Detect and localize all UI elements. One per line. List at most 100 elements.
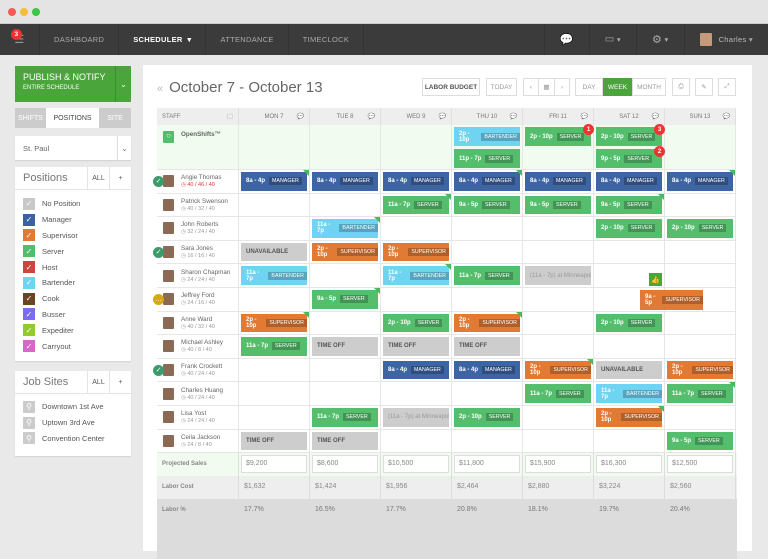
checkbox-checked-icon[interactable]: ✓: [23, 324, 35, 337]
schedule-cell[interactable]: (11a - 7p) at Minneapol: [523, 264, 594, 288]
schedule-cell[interactable]: 8a - 4p MANAGER: [452, 358, 523, 383]
external-shift[interactable]: (11a - 7p) at Minneapol: [525, 266, 591, 285]
settings-button[interactable]: ⚙ ▾: [635, 24, 684, 55]
open-shift-cell[interactable]: 2p - 10p SERVER 3 9p - 5p SERVER 2: [594, 124, 665, 170]
schedule-cell[interactable]: 11a - 7p BARTENDER: [310, 217, 381, 241]
schedule-cell[interactable]: [239, 406, 310, 430]
schedule-cell[interactable]: [452, 288, 523, 312]
messages-button[interactable]: 💬: [543, 24, 589, 55]
shift-block[interactable]: 2p - 10p SUPERVISOR: [383, 242, 449, 262]
shift-block[interactable]: 2p - 10p SERVER: [596, 313, 662, 333]
projected-sales-input[interactable]: $9,200: [239, 453, 310, 477]
schedule-cell[interactable]: [239, 288, 310, 312]
shift-block[interactable]: 2p - 10p SERVER: [454, 408, 520, 427]
unavailable-block[interactable]: TIME OFF: [454, 337, 520, 356]
location-select[interactable]: St. Paul ⌄: [15, 136, 131, 160]
view-week-button[interactable]: WEEK: [603, 78, 632, 96]
staff-row[interactable]: Sharon Chapman ◷ 24 / 24 / 40: [157, 264, 239, 288]
shift-block[interactable]: 9a - 5p SUPERVISOR: [640, 290, 703, 310]
shift-block[interactable]: 8a - 4p MANAGER: [312, 172, 378, 191]
schedule-cell[interactable]: 9a - 5p SERVER: [310, 288, 381, 312]
schedule-cell[interactable]: [523, 288, 594, 312]
minimize-window-button[interactable]: [20, 8, 28, 16]
schedule-cell[interactable]: 11a - 7p SERVER: [452, 264, 523, 288]
position-filter-item[interactable]: ✓ Bartender: [15, 275, 131, 291]
schedule-cell[interactable]: 8a - 4p MANAGER: [239, 170, 310, 194]
tab-shifts[interactable]: SHIFTS: [18, 114, 43, 122]
shift-block[interactable]: 8a - 4p MANAGER: [383, 360, 449, 380]
schedule-cell[interactable]: [594, 240, 665, 265]
schedule-cell[interactable]: [381, 429, 452, 454]
comment-icon[interactable]: 💬: [367, 114, 375, 120]
schedule-cell[interactable]: [310, 193, 381, 218]
projected-sales-input[interactable]: $11,800: [452, 453, 523, 477]
schedule-cell[interactable]: 8a - 4p MANAGER: [310, 170, 381, 194]
positions-all-button[interactable]: ALL: [87, 166, 109, 190]
projected-sales-field[interactable]: $10,500: [383, 455, 449, 474]
unavailable-block[interactable]: TIME OFF: [312, 431, 378, 451]
menu-button[interactable]: ☰ 3: [0, 24, 40, 55]
schedule-cell[interactable]: [594, 335, 665, 359]
staff-row[interactable]: ✓ Sara Jones ◷ 16 / 16 / 40: [153, 240, 239, 265]
schedule-cell[interactable]: [594, 429, 665, 454]
schedule-cell[interactable]: 11a - 7p SERVER: [523, 382, 594, 406]
staff-row[interactable]: Lisa Yost ◷ 24 / 24 / 40: [157, 406, 239, 430]
schedule-cell[interactable]: 2p - 10p SUPERVISOR: [381, 240, 452, 265]
position-filter-item[interactable]: ✓ Host: [15, 259, 131, 275]
open-shift-cell[interactable]: [310, 125, 381, 170]
schedule-cell[interactable]: [381, 217, 452, 241]
projected-sales-input[interactable]: $15,900: [523, 453, 594, 477]
checkbox-checked-icon[interactable]: ✓: [23, 292, 35, 305]
schedule-cell[interactable]: [239, 358, 310, 383]
nav-scheduler[interactable]: SCHEDULER ▾: [119, 24, 207, 55]
checkbox-checked-icon[interactable]: ✓: [23, 308, 35, 321]
shift-block[interactable]: 8a - 4p MANAGER: [454, 172, 520, 191]
maximize-window-button[interactable]: [32, 8, 40, 16]
add-jobsite-button[interactable]: +: [109, 370, 131, 394]
schedule-cell[interactable]: 11a - 7p BARTENDER: [381, 264, 452, 288]
shift-block[interactable]: 2p - 10p BARTENDER: [454, 127, 520, 146]
position-filter-item[interactable]: ✓ Manager: [15, 212, 131, 228]
shift-block[interactable]: 2p - 10p SERVER 1: [525, 124, 594, 146]
schedule-cell[interactable]: 2p - 10p SUPERVISOR: [239, 311, 310, 336]
schedule-cell[interactable]: 9a - 5p SERVER: [665, 429, 736, 454]
projected-sales-input[interactable]: $16,300: [594, 453, 665, 477]
schedule-cell[interactable]: [310, 264, 381, 288]
shift-block[interactable]: 2p - 10p SERVER: [667, 219, 733, 238]
open-shift-cell[interactable]: [381, 125, 452, 170]
schedule-cell[interactable]: [523, 240, 594, 265]
shift-block[interactable]: 2p - 10p SERVER 3: [596, 124, 665, 146]
schedule-cell[interactable]: 2p - 10p SUPERVISOR: [594, 406, 665, 430]
jobsite-item[interactable]: ⚲ Uptown 3rd Ave: [15, 415, 131, 431]
schedule-cell[interactable]: UNAVAILABLE: [239, 240, 310, 265]
position-filter-item[interactable]: ✓ Expediter: [15, 322, 131, 338]
schedule-cell[interactable]: 2p - 10p SUPERVISOR: [310, 240, 381, 265]
schedule-cell[interactable]: 2p - 10p SERVER: [381, 311, 452, 336]
jobsite-item[interactable]: ⚲ Downtown 1st Ave: [15, 399, 131, 415]
nav-timeclock[interactable]: TIMECLOCK: [289, 24, 365, 55]
shift-block[interactable]: 8a - 4p MANAGER: [525, 172, 591, 191]
unavailable-block[interactable]: UNAVAILABLE: [596, 360, 662, 380]
schedule-cell[interactable]: 11a - 7p SERVER: [310, 406, 381, 430]
close-window-button[interactable]: [8, 8, 16, 16]
comment-icon[interactable]: 💬: [722, 114, 730, 120]
shift-block[interactable]: 2p - 10p SERVER: [383, 313, 449, 333]
shift-block[interactable]: 11a - 7p SERVER: [383, 195, 449, 215]
position-filter-item[interactable]: ✓ Supervisor: [15, 228, 131, 244]
position-filter-item[interactable]: ✓ Server: [15, 243, 131, 259]
view-day-button[interactable]: DAY: [575, 78, 603, 96]
shift-block[interactable]: 2p - 10p SUPERVISOR: [312, 242, 378, 262]
select-all-icon[interactable]: ☐: [226, 113, 233, 121]
staff-row[interactable]: ✓ Angie Thomas ◷ 40 / 46 / 40: [153, 170, 239, 194]
tab-site[interactable]: SITE: [107, 114, 123, 122]
schedule-cell[interactable]: 9a - 5p SERVER: [594, 193, 665, 218]
shift-block[interactable]: 2p - 10p SERVER: [596, 219, 662, 238]
thumbs-up-icon[interactable]: 👍: [649, 273, 662, 286]
schedule-cell[interactable]: [310, 311, 381, 336]
schedule-cell[interactable]: [523, 335, 594, 359]
comment-icon[interactable]: 💬: [580, 114, 588, 120]
open-shift-cell[interactable]: 2p - 10p BARTENDER 11p - 7p SERVER: [452, 125, 523, 170]
staff-row[interactable]: Anne Ward ◷ 40 / 32 / 40: [157, 311, 239, 336]
schedule-cell[interactable]: [381, 288, 452, 312]
nav-dashboard[interactable]: DASHBOARD: [40, 24, 120, 55]
